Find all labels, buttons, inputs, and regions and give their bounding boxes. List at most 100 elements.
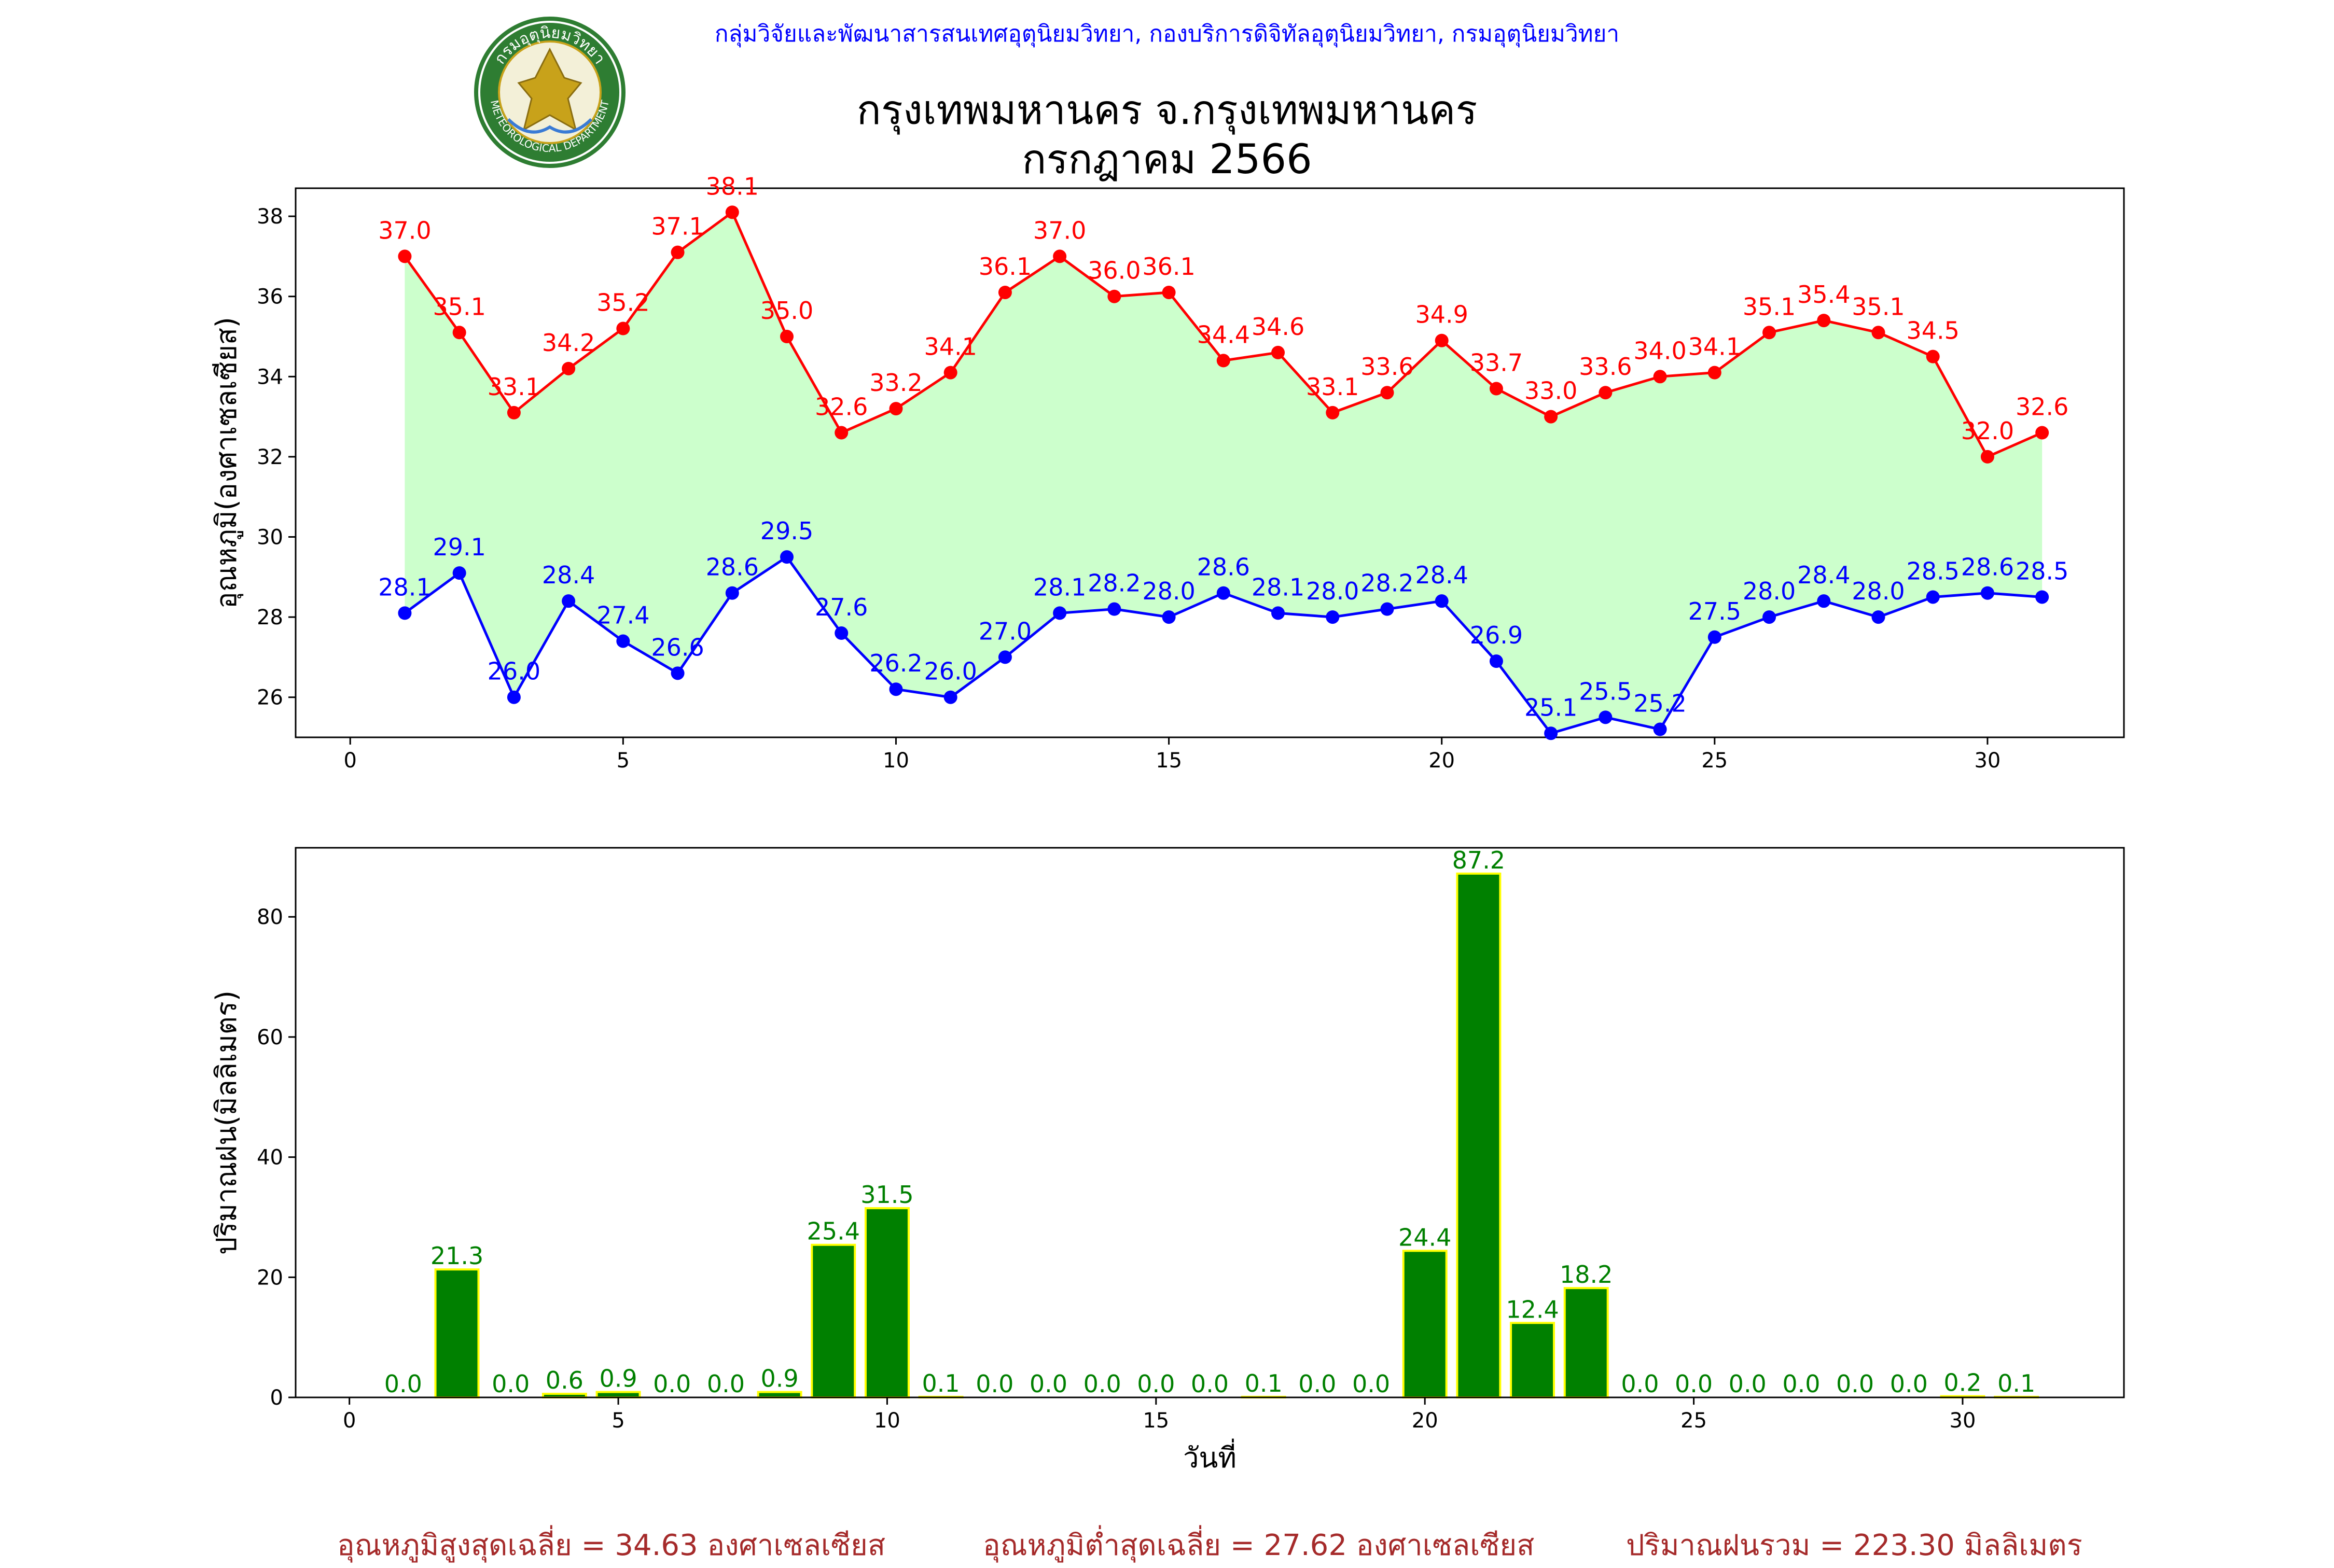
min-temperature-point — [1326, 610, 1340, 624]
max-temperature-point — [943, 366, 957, 380]
min-temperature-point — [1489, 654, 1503, 668]
min-temperature-label: 28.0 — [1852, 577, 1905, 605]
min-temperature-label: 28.6 — [706, 553, 759, 581]
rainfall-label: 0.6 — [546, 1366, 584, 1394]
max-temperature-label: 34.9 — [1415, 301, 1468, 329]
top-chart-y-tick-label: 32 — [257, 445, 283, 469]
min-temperature-point — [1053, 606, 1067, 620]
max-temperature-label: 33.0 — [1524, 377, 1577, 405]
top-chart-x-tick-label: 30 — [1974, 749, 2000, 773]
max-temperature-label: 32.6 — [815, 393, 868, 421]
max-temperature-point — [671, 245, 685, 259]
max-temperature-label: 33.2 — [869, 369, 922, 397]
min-temperature-label: 27.4 — [596, 601, 649, 629]
min-temperature-point — [1762, 610, 1776, 624]
max-temperature-label: 37.0 — [378, 216, 431, 244]
rainfall-chart: 0.0 21.3 0.0 0.6 0.9 0.0 0.0 0.9 25.431.5 0.1 0.0 0… — [210, 846, 2125, 1474]
rainfall-label: 0.1 — [922, 1369, 960, 1397]
rainfall-label: 0.0 — [976, 1370, 1013, 1398]
min-temperature-point — [780, 550, 794, 564]
rainfall-label: 0.0 — [1352, 1370, 1390, 1398]
max-temperature-point — [1707, 366, 1721, 380]
max-temperature-point — [1053, 249, 1067, 263]
min-temperature-point — [943, 690, 957, 704]
max-temperature-point — [2035, 426, 2049, 440]
max-temperature-label: 38.1 — [706, 172, 759, 200]
bottom-chart-y-tick-label: 80 — [257, 905, 283, 929]
min-temperature-point — [1980, 586, 1994, 600]
min-temperature-label: 28.5 — [2016, 557, 2068, 585]
max-temperature-label: 35.1 — [1743, 292, 1796, 320]
max-temperature-label: 35.0 — [760, 297, 813, 325]
min-temperature-label: 28.0 — [1743, 577, 1796, 605]
max-temperature-label: 36.0 — [1088, 257, 1141, 285]
min-temperature-label: 28.2 — [1360, 569, 1413, 597]
bottom-chart-y-tick-label: 40 — [257, 1146, 283, 1170]
min-temperature-label: 27.6 — [815, 593, 868, 621]
rainfall-label: 0.0 — [1298, 1370, 1336, 1398]
min-temperature-point — [1380, 602, 1394, 616]
max-temperature-label: 34.2 — [542, 329, 595, 357]
top-chart-y-tick-label: 28 — [257, 606, 283, 629]
rainfall-label: 0.0 — [1890, 1370, 1928, 1398]
max-temperature-label: 32.6 — [2016, 393, 2068, 421]
rainfall-label: 0.0 — [707, 1370, 745, 1398]
max-temperature-label: 33.6 — [1360, 353, 1413, 381]
chart-title-line1: กรุงเทพมหานคร จ.กรุงเทพมหานคร — [856, 87, 1478, 134]
min-temperature-point — [1435, 594, 1449, 608]
rainfall-label: 24.4 — [1398, 1223, 1451, 1251]
min-temperature-point — [835, 626, 849, 640]
min-temperature-label: 27.5 — [1688, 597, 1741, 625]
rainfall-label: 0.9 — [761, 1365, 799, 1393]
summary-max-avg: อุณหภูมิสูงสุดเฉลี่ย = 34.63 องศาเซลเซีย… — [337, 1529, 886, 1562]
bottom-chart-y-axis-label: ปริมาณฝน(มิลลิเมตร) — [210, 990, 243, 1255]
rainfall-label: 21.3 — [430, 1242, 483, 1270]
rainfall-bar — [811, 1243, 856, 1398]
max-temperature-point — [1435, 333, 1449, 347]
max-temperature-point — [998, 285, 1012, 299]
max-temperature-label: 35.1 — [1852, 292, 1905, 320]
rainfall-label: 0.1 — [1245, 1369, 1283, 1397]
min-temperature-label: 27.0 — [979, 617, 1032, 645]
max-temperature-point — [1871, 326, 1885, 340]
min-temperature-label: 26.6 — [651, 633, 704, 661]
rainfall-label: 12.4 — [1506, 1295, 1559, 1323]
min-temperature-point — [725, 586, 739, 600]
min-temperature-label: 25.1 — [1524, 693, 1577, 721]
max-temperature-point — [725, 205, 739, 219]
max-temperature-point — [1599, 386, 1613, 400]
max-temperature-point — [1380, 386, 1394, 400]
rainfall-bar — [1402, 1250, 1448, 1398]
top-chart-y-tick-label: 26 — [257, 686, 283, 710]
min-temperature-point — [1817, 594, 1831, 608]
max-temperature-point — [1271, 345, 1285, 359]
max-temperature-point — [562, 361, 576, 375]
max-temperature-label: 34.5 — [1907, 317, 1960, 345]
min-temperature-label: 26.2 — [869, 649, 922, 677]
max-temperature-label: 33.1 — [488, 373, 540, 401]
max-temperature-point — [780, 330, 794, 344]
bottom-chart-x-tick-label: 15 — [1143, 1409, 1169, 1433]
min-temperature-label: 28.2 — [1088, 569, 1141, 597]
bottom-chart-x-axis-label: วันที่ — [1183, 1438, 1237, 1474]
bottom-chart-x-tick-label: 10 — [874, 1409, 900, 1433]
rainfall-bar — [1456, 872, 1502, 1398]
rainfall-label: 87.2 — [1452, 846, 1505, 874]
min-temperature-point — [1544, 726, 1558, 740]
rainfall-label: 0.0 — [1137, 1370, 1175, 1398]
max-temperature-label: 37.1 — [651, 213, 704, 241]
rainfall-label: 0.9 — [599, 1365, 637, 1393]
max-temperature-label: 32.0 — [1961, 417, 2014, 445]
min-temperature-point — [1599, 710, 1613, 724]
max-temperature-point — [1544, 410, 1558, 424]
max-temperature-point — [1326, 405, 1340, 419]
max-temperature-label: 34.6 — [1252, 313, 1304, 341]
rainfall-bar — [1563, 1287, 1609, 1398]
min-temperature-point — [507, 690, 521, 704]
rainfall-label: 0.0 — [653, 1370, 691, 1398]
top-chart-y-tick-label: 34 — [257, 365, 283, 389]
max-temperature-point — [1817, 314, 1831, 328]
min-temperature-point — [1216, 586, 1230, 600]
min-temperature-point — [889, 682, 903, 696]
min-temperature-point — [1871, 610, 1885, 624]
